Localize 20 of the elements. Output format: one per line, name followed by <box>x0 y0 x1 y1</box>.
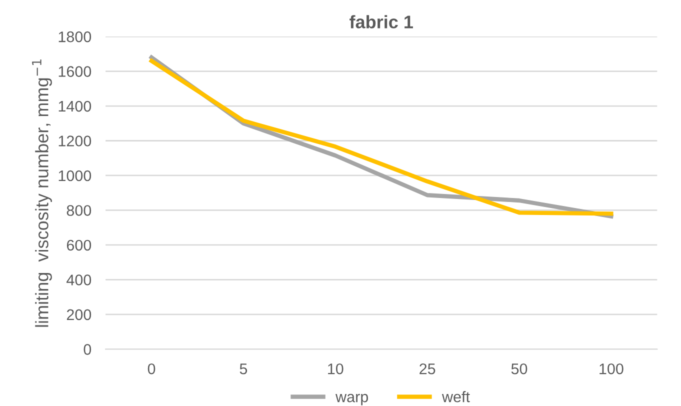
x-tick-label: 0 <box>148 363 156 374</box>
x-tick-label: 5 <box>240 364 248 374</box>
y-tick-label: 400 <box>66 274 92 286</box>
x-tick-label: 25 <box>420 363 436 374</box>
legend-label: weft <box>442 391 470 402</box>
y-tick-label: 1600 <box>58 66 92 77</box>
y-tick-label: 200 <box>66 309 92 320</box>
y-tick-label: 800 <box>66 205 92 216</box>
y-tick-label: 1200 <box>58 136 92 146</box>
legend-label: warp <box>335 394 368 406</box>
chart-title: fabric 1 <box>350 15 413 28</box>
y-axis-title: limiting viscosity number, mmg$^{−1}$ <box>32 60 52 327</box>
x-tick-label: 10 <box>328 363 344 374</box>
x-tick-label: 100 <box>600 363 624 374</box>
y-tick-label: 1000 <box>58 170 92 182</box>
y-tick-label: 1400 <box>58 100 92 112</box>
y-tick-label: 1800 <box>58 31 92 42</box>
x-tick-label: 50 <box>511 363 528 374</box>
y-tick-label: 600 <box>66 240 92 251</box>
y-tick-label: 0 <box>84 344 92 355</box>
